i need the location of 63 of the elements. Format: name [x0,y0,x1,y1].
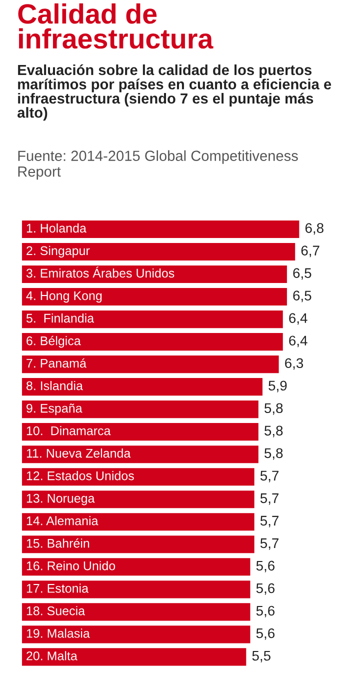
y-tick-label: 15. Bahréin [26,538,90,548]
data-label: 6,4 [289,336,308,348]
data-label: 6,5 [293,290,312,302]
data-label: 5,7 [260,516,278,528]
data-label: 5,6 [256,560,275,572]
y-tick-label: 5. Finlandia [26,313,94,323]
data-label: 5,7 [260,470,278,482]
bar [22,220,300,238]
data-label: 5,9 [268,380,287,392]
bar [22,400,258,418]
bar [22,265,287,284]
bar [22,513,254,531]
source-note: Fuente: 2014-2015 Global Competitiveness Report [18,150,298,180]
bar [22,536,254,554]
bar [22,356,279,374]
bar [22,603,250,621]
bar [22,333,283,351]
y-tick-label: 9. España [26,404,82,416]
y-tick-label: 12. Estados Unidos [26,471,134,480]
bar [22,242,296,261]
bar [22,378,262,396]
y-tick-label: 18. Suecia [26,606,86,616]
data-label: 5,8 [264,448,283,460]
bar [22,423,258,441]
y-tick-label: 11. Nueva Zelanda [26,448,131,458]
chart-title: Calidad de infraestructura [18,3,214,49]
y-tick-label: 3. Emiratos Árabes Unidos [26,266,174,278]
data-label: 6,4 [289,313,308,325]
bar [22,490,254,508]
bar [22,446,258,464]
y-tick-label: 7. Panamá [26,358,86,368]
y-tick-label: 14. Alemania [26,516,98,526]
y-tick-label: 10. Dinamarca [26,426,111,436]
bar [22,288,287,306]
y-tick-label: 19. Malasia [26,628,90,638]
data-label: 6,7 [301,246,320,258]
y-tick-label: 8. Islandia [26,380,83,390]
data-label: 5,7 [260,538,278,550]
data-label: 6,3 [285,358,304,370]
y-tick-label: 6. Bélgica [26,336,81,348]
bar [22,468,254,486]
bar [22,310,283,328]
y-tick-label: 16. Reino Unido [26,561,116,570]
y-tick-label: 2. Singapur [26,246,90,258]
data-label: 5,6 [256,606,275,618]
data-label: 5,6 [256,628,275,640]
data-label: 5,5 [252,650,270,662]
y-tick-label: 20. Malta [26,651,78,660]
bar [22,558,250,576]
data-label: 5,8 [264,403,283,415]
data-label: 6,5 [293,268,312,280]
data-label: 5,6 [256,583,275,595]
chart-subtitle: Evaluación sobre la calidad de los puertos marítimos por países en cuanto a eficiencia e infraestructura (siendo 7 es el puntaje más alto) [18,64,332,121]
bar [22,626,250,644]
y-tick-label: 17. Estonia [26,584,89,593]
data-label: 5,8 [264,426,283,438]
y-tick-label: 13. Noruega [26,494,95,506]
bar [22,648,246,666]
data-label: 6,8 [305,223,324,235]
y-tick-label: 1. Holanda [26,223,86,233]
data-label: 5,7 [260,493,278,505]
bar [22,580,250,598]
y-tick-label: 4. Hong Kong [26,291,102,303]
